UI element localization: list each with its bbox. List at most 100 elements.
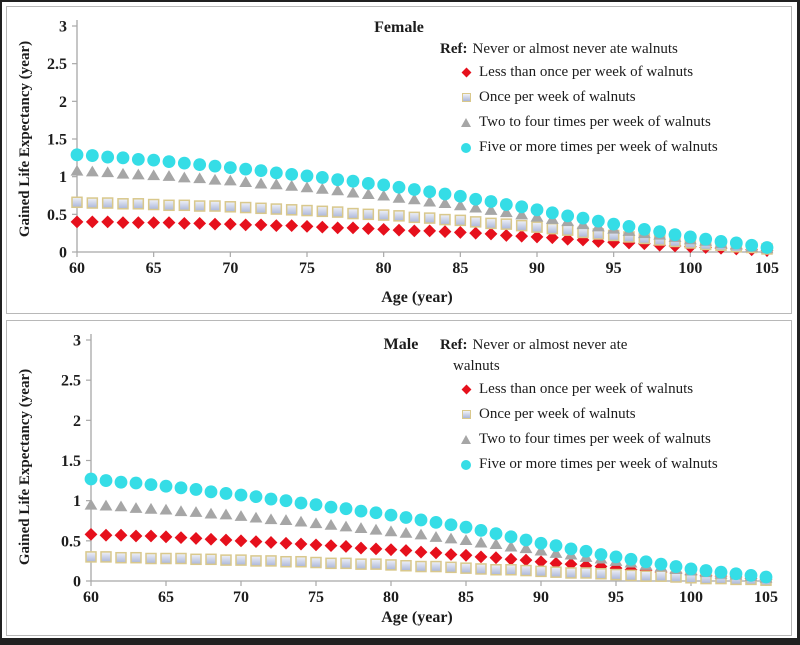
marker-circle: [101, 150, 115, 164]
marker-diamond: [545, 231, 559, 245]
marker-circle: [549, 539, 563, 553]
marker-square: [415, 560, 427, 573]
marker-circle: [699, 232, 713, 246]
marker-triangle: [377, 189, 391, 201]
marker-square: [377, 209, 390, 221]
marker-diamond: [264, 536, 278, 549]
marker-triangle: [204, 507, 218, 519]
marker-circle: [279, 494, 293, 508]
y-tick-label: 0.5: [61, 533, 81, 550]
gray-triangle-icon: [459, 435, 473, 444]
marker-diamond: [315, 220, 329, 234]
marker-circle: [309, 498, 323, 512]
marker-diamond: [144, 529, 158, 543]
marker-circle: [684, 562, 698, 576]
x-tick-label: 100: [679, 589, 703, 606]
y-tick-label: 1: [59, 169, 67, 186]
marker-square: [546, 222, 559, 235]
x-tick-label: 105: [754, 589, 778, 606]
x-tick-label: 60: [69, 260, 85, 277]
x-tick-label: 95: [606, 260, 622, 277]
marker-triangle: [254, 177, 268, 189]
marker-diamond: [204, 532, 218, 546]
marker-square: [505, 564, 517, 576]
marker-square: [160, 552, 172, 565]
x-tick-label: 90: [533, 589, 549, 606]
marker-circle: [653, 225, 667, 239]
marker-square: [340, 557, 352, 570]
marker-circle: [668, 228, 682, 242]
marker-triangle: [453, 199, 467, 211]
marker-triangle: [294, 515, 308, 527]
marker-circle: [423, 185, 437, 199]
cyan-circle-icon: [459, 142, 473, 153]
marker-square: [475, 563, 487, 575]
marker-circle: [208, 159, 222, 173]
female-y-axis-title: Gained Life Expectancy (year): [17, 40, 33, 238]
red-diamond-icon: [459, 384, 473, 395]
marker-circle: [177, 156, 191, 170]
female-legend-ref-line: Ref: Never or almost never ate walnuts: [440, 39, 718, 60]
marker-circle: [131, 152, 145, 166]
marker-square: [100, 551, 112, 563]
marker-circle: [624, 552, 638, 566]
marker-diamond: [561, 232, 575, 246]
marker-triangle: [459, 534, 473, 546]
marker-square: [145, 552, 157, 565]
marker-circle: [147, 153, 161, 167]
marker-circle: [534, 536, 548, 550]
x-tick-label: 70: [233, 589, 249, 606]
male-plot-svg: 0 0.5 1 1.5 2 2.5 3 60 65 70 75 80 85 90 95 100 105: [61, 333, 778, 607]
marker-circle: [239, 162, 253, 176]
marker-diamond: [131, 216, 145, 230]
y-tick-label: 1: [73, 493, 81, 510]
marker-circle: [361, 177, 375, 190]
marker-triangle: [534, 544, 548, 556]
marker-diamond: [85, 215, 99, 229]
marker-circle: [699, 564, 713, 577]
marker-circle: [745, 238, 759, 252]
marker-triangle: [300, 181, 314, 193]
marker-triangle: [399, 527, 413, 538]
female-plot-svg: 0 0.5 1 1.5 2 2.5 3 60 65 70 75 80 85 90 95 100 105: [47, 19, 779, 278]
marker-diamond: [254, 218, 268, 232]
marker-diamond: [459, 548, 473, 562]
marker-square: [520, 564, 532, 577]
marker-diamond: [515, 229, 529, 243]
marker-diamond: [369, 542, 383, 556]
y-tick-label: 0: [73, 574, 81, 591]
marker-circle: [70, 148, 84, 162]
marker-diamond: [414, 545, 428, 559]
y-tick-label: 2: [73, 413, 81, 430]
marker-diamond: [499, 229, 513, 242]
marker-square: [310, 556, 322, 569]
marker-triangle: [234, 510, 248, 521]
x-tick-label: 75: [299, 260, 315, 277]
marker-square: [531, 221, 543, 233]
marker-square: [117, 198, 129, 210]
marker-circle: [269, 166, 283, 180]
marker-diamond: [70, 215, 84, 229]
marker-triangle: [309, 517, 323, 529]
marker-diamond: [147, 216, 161, 230]
marker-circle: [392, 180, 406, 194]
marker-circle: [579, 544, 593, 558]
marker-diamond: [407, 224, 421, 238]
marker-square: [400, 559, 412, 572]
marker-circle: [561, 209, 575, 223]
marker-square: [163, 199, 175, 212]
marker-circle: [591, 214, 605, 228]
marker-circle: [159, 479, 173, 493]
marker-square: [295, 555, 307, 568]
x-tick-label: 95: [608, 589, 624, 606]
marker-circle: [162, 155, 176, 169]
marker-square: [423, 212, 436, 224]
marker-diamond: [377, 223, 391, 236]
tan-square-icon: [459, 93, 473, 102]
marker-triangle: [84, 498, 98, 510]
tan-square-icon: [459, 410, 473, 419]
marker-circle: [346, 174, 360, 188]
marker-diamond: [234, 534, 248, 548]
female-chart-title: Female: [374, 19, 424, 36]
marker-square: [175, 552, 187, 565]
